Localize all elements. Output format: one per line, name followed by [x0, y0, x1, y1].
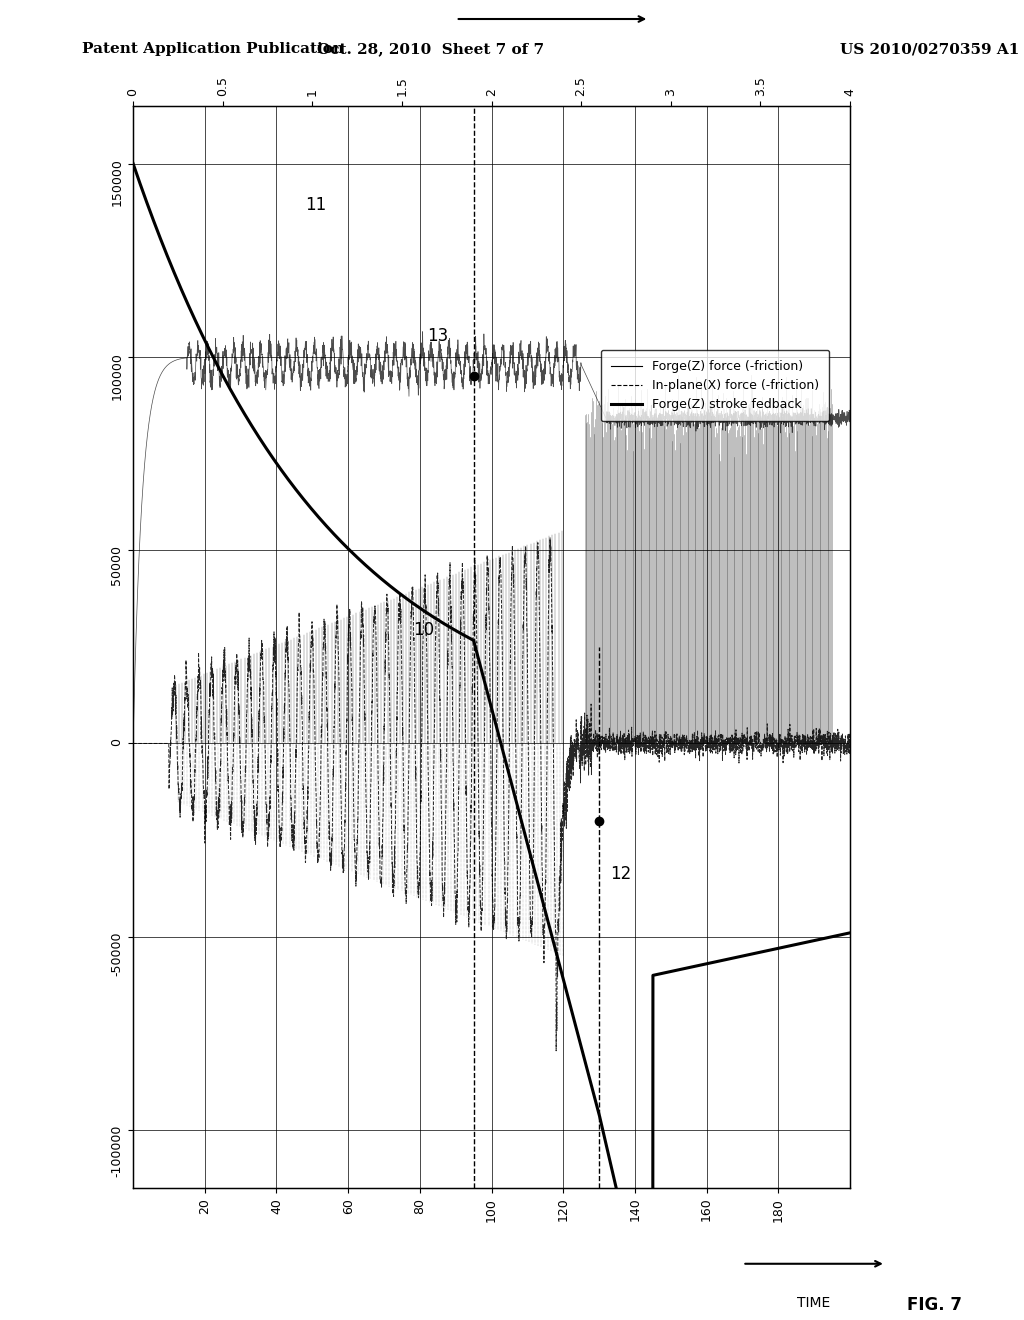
Text: 10: 10 — [413, 622, 434, 639]
Text: 12: 12 — [609, 865, 631, 883]
Text: TIME: TIME — [798, 1296, 830, 1311]
Legend: Forge(Z) force (-friction), In-plane(X) force (-friction), Forge(Z) stroke fedba: Forge(Z) force (-friction), In-plane(X) … — [601, 350, 829, 421]
Text: US 2010/0270359 A1: US 2010/0270359 A1 — [840, 42, 1019, 57]
Text: Patent Application Publication: Patent Application Publication — [82, 42, 344, 57]
Text: 11: 11 — [305, 195, 327, 214]
Text: Oct. 28, 2010  Sheet 7 of 7: Oct. 28, 2010 Sheet 7 of 7 — [316, 42, 544, 57]
Text: 13: 13 — [427, 327, 449, 346]
Text: FIG. 7: FIG. 7 — [907, 1296, 963, 1315]
